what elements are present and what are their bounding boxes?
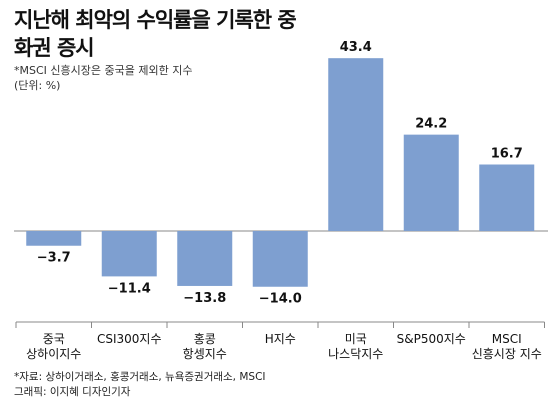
data-label: −11.4 [108, 281, 151, 296]
data-label: 43.4 [340, 40, 372, 55]
category-label: 중국 [43, 332, 65, 346]
data-label: 24.2 [415, 117, 447, 132]
data-label: 16.7 [491, 147, 523, 162]
bar [252, 231, 308, 287]
source-note: *자료: 상하이거래소, 홍콩거래소, 뉴욕증권거래소, MSCI [14, 371, 266, 383]
category-label: 미국 [345, 332, 367, 346]
category-label: 홍콩 [194, 332, 216, 346]
data-label: −3.7 [37, 251, 71, 266]
graphic-credit: 그래픽: 이지혜 디자인기자 [14, 386, 131, 398]
category-label: 항셍지수 [183, 347, 227, 361]
category-label: S&P500지수 [397, 332, 466, 346]
bar [26, 231, 82, 246]
unit-label: (단위: %) [14, 79, 61, 92]
category-label: CSI300지수 [97, 332, 162, 346]
bar [101, 231, 157, 277]
data-label: −14.0 [259, 292, 302, 307]
chart-title: 지난해 최악의 수익률을 기록한 중화권 증시 [14, 8, 297, 60]
bar [328, 58, 384, 231]
data-label: −13.8 [183, 291, 226, 306]
category-label: 나스닥지수 [328, 347, 383, 361]
category-label: MSCI [492, 332, 522, 346]
bar [479, 164, 535, 231]
category-label: 상하이지수 [26, 347, 81, 361]
bar [403, 134, 459, 231]
chart-subtitle: *MSCI 신흥시장은 중국을 제외한 지수 [14, 64, 193, 77]
bar [177, 231, 233, 286]
category-label: H지수 [265, 332, 296, 346]
category-label: 신흥시장 지수 [472, 347, 542, 361]
